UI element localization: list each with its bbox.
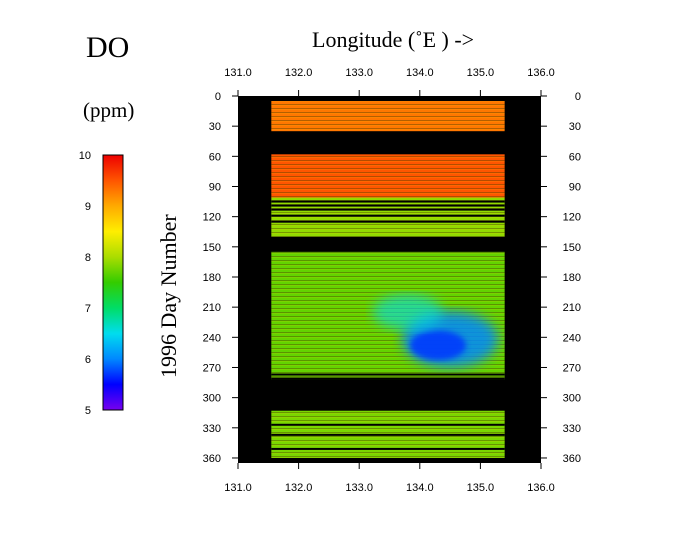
data-gap-line (271, 220, 505, 223)
heatmap-low-patch (409, 330, 466, 361)
data-gap-line (271, 208, 505, 211)
x-tick-label-top: 135.0 (467, 67, 495, 79)
colorbar-tick-label: 5 (85, 405, 91, 417)
x-tick-label-top: 134.0 (406, 67, 434, 79)
y-tick-label-left: 360 (203, 453, 221, 465)
y-tick-label-right: 210 (563, 302, 581, 314)
unit-label: (ppm) (83, 98, 134, 122)
y-tick-label-left: 60 (209, 151, 221, 163)
y-tick-label-right: 270 (563, 362, 581, 374)
y-tick-label-right: 120 (563, 212, 581, 224)
y-tick-label-left: 240 (203, 332, 221, 344)
y-tick-label-right: 300 (563, 393, 581, 405)
chart-title: DO (86, 31, 129, 64)
y-tick-label-left: 120 (203, 212, 221, 224)
y-tick-label-right: 30 (569, 121, 581, 133)
heatmap-stripe (271, 197, 505, 237)
data-gap-line (271, 423, 505, 426)
y-axis-label: 1996 Day Number (156, 214, 181, 378)
y-tick-label-left: 210 (203, 302, 221, 314)
y-tick-label-right: 240 (563, 332, 581, 344)
data-gap-line (271, 433, 505, 436)
heatmap-stripe (271, 154, 505, 198)
y-tick-label-left: 180 (203, 272, 221, 284)
colorbar-tick-label: 7 (85, 303, 91, 315)
x-tick-label-bottom: 134.0 (406, 482, 434, 494)
y-tick-label-right: 360 (563, 453, 581, 465)
heatmap-stripe (271, 101, 505, 132)
y-tick-label-right: 180 (563, 272, 581, 284)
x-axis-label: Longitude (˚E ) -> (312, 27, 474, 52)
y-tick-label-right: 150 (563, 242, 581, 254)
x-tick-label-bottom: 135.0 (467, 482, 495, 494)
colorbar-ticks: 10 9 8 7 6 5 (79, 150, 91, 417)
x-tick-label-bottom: 132.0 (285, 482, 313, 494)
x-tick-label-top: 136.0 (527, 67, 555, 79)
colorbar-tick-label: 9 (85, 201, 91, 213)
y-tick-label-left: 0 (215, 91, 221, 103)
data-gap-line (271, 447, 505, 450)
data-gap-line (271, 373, 505, 376)
x-tick-label-bottom: 131.0 (224, 482, 252, 494)
y-tick-label-right: 330 (563, 423, 581, 435)
data-gap-line (271, 200, 505, 203)
heatmap-cells (271, 101, 505, 458)
colorbar-tick-label: 10 (79, 150, 91, 162)
y-tick-label-left: 30 (209, 121, 221, 133)
heatmap-low-patch (372, 294, 443, 331)
y-tick-label-right: 60 (569, 151, 581, 163)
colorbar-tick-label: 8 (85, 252, 91, 264)
y-tick-label-right: 90 (569, 181, 581, 193)
data-gap-line (271, 214, 505, 217)
colorbar-tick-label: 6 (85, 354, 91, 366)
y-tick-label-left: 330 (203, 423, 221, 435)
x-tick-label-bottom: 133.0 (345, 482, 373, 494)
x-tick-label-top: 131.0 (224, 67, 252, 79)
y-tick-label-left: 150 (203, 242, 221, 254)
axes: 131.0 131.0 132.0 132.0 133.0 133.0 134.0 134.0… (203, 67, 581, 494)
colorbar (102, 154, 124, 411)
data-gap-line (271, 204, 505, 207)
y-tick-label-left: 300 (203, 393, 221, 405)
data-gap-line (271, 377, 505, 380)
x-tick-label-top: 132.0 (285, 67, 313, 79)
y-tick-label-right: 0 (575, 91, 581, 103)
x-tick-label-top: 133.0 (345, 67, 373, 79)
x-tick-label-bottom: 136.0 (527, 482, 555, 494)
y-tick-label-left: 270 (203, 362, 221, 374)
y-tick-label-left: 90 (209, 181, 221, 193)
